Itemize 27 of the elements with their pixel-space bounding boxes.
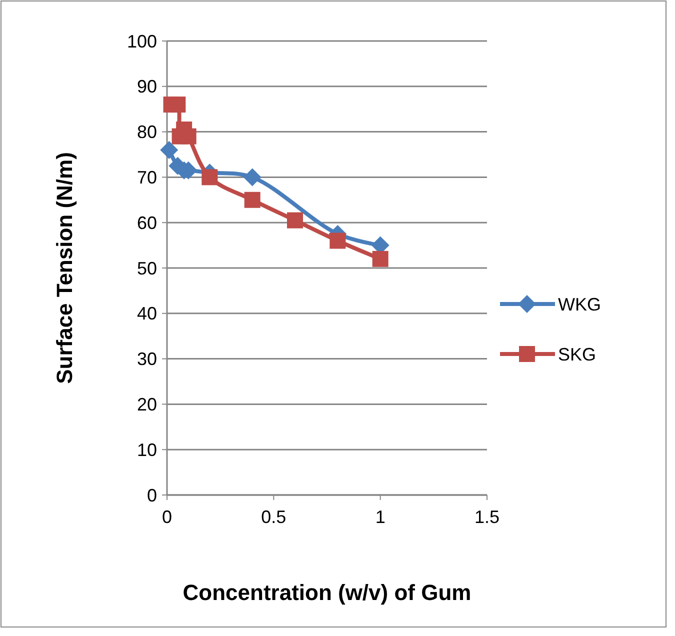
- y-tick-label: 30: [136, 349, 157, 370]
- y-tick-label: 80: [136, 122, 157, 142]
- y-tick-label: 50: [136, 258, 157, 278]
- y-tick-label: 100: [126, 31, 157, 52]
- x-tick-label: 1: [375, 507, 386, 527]
- x-tick-label: 0.5: [261, 507, 286, 527]
- y-tick-label: 90: [136, 76, 157, 97]
- x-tick-label: 0: [162, 507, 172, 527]
- x-tick-label: 1.5: [474, 507, 500, 527]
- point: [330, 232, 346, 249]
- point: [202, 169, 218, 186]
- y-tick-label: 10: [136, 440, 157, 460]
- y-tick-label: 40: [136, 304, 157, 324]
- point: [244, 192, 260, 208]
- point: [170, 96, 186, 113]
- y-tick-label: 70: [136, 168, 157, 188]
- x-axis-title: Concentration (w/v) of Gum: [182, 580, 472, 605]
- y-axis-title: Surface Tension (N/m): [52, 152, 77, 384]
- legend-label: WKG: [558, 294, 601, 314]
- y-tick-label: 0: [146, 485, 157, 506]
- legend-label: SKG: [558, 344, 596, 364]
- point: [372, 250, 388, 267]
- y-tick-label: 60: [136, 212, 157, 233]
- point: [243, 168, 262, 186]
- y-tick-label: 20: [136, 394, 157, 414]
- point: [287, 212, 303, 228]
- point: [160, 140, 178, 159]
